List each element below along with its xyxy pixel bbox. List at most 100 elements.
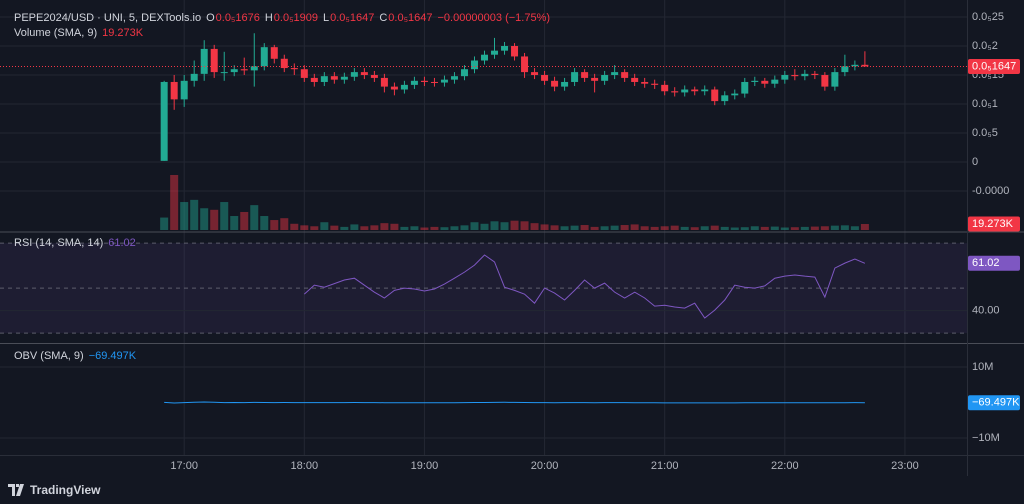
volume-bar — [630, 224, 639, 230]
volume-bar — [650, 226, 659, 230]
volume-bar — [710, 225, 719, 230]
candle-body — [320, 76, 328, 82]
ohlc-value: 0.0₅1647 — [330, 12, 375, 24]
volume-bar — [670, 225, 679, 230]
candle-body — [821, 75, 829, 87]
volume-tag-bg — [968, 216, 1020, 232]
volume-bar — [200, 208, 209, 230]
volume-bar — [580, 225, 589, 230]
volume-bar — [330, 225, 339, 230]
candle-body — [370, 75, 378, 78]
x-tick-label: 20:00 — [531, 460, 559, 472]
volume-value: 19.273K — [102, 27, 144, 39]
volume-bar — [280, 218, 289, 230]
obv-line — [164, 401, 865, 404]
volume-bar — [780, 227, 789, 230]
candle-body — [861, 64, 869, 67]
volume-bar — [820, 226, 829, 230]
candle-body — [801, 73, 809, 77]
y-tick-label: 40.00 — [972, 305, 1000, 317]
volume-bar — [600, 226, 609, 230]
candle-body — [721, 95, 729, 102]
volume-bar — [310, 226, 319, 230]
volume-bar — [830, 225, 839, 230]
volume-bar — [560, 226, 569, 230]
change-value: −0.00000003 (−1.75%) — [437, 12, 551, 24]
volume-bar — [510, 220, 519, 230]
candle-body — [581, 72, 589, 78]
volume-bar — [480, 223, 489, 230]
volume-bar — [410, 226, 419, 230]
volume-bar — [180, 202, 189, 230]
y-tick-label: −10M — [972, 432, 1000, 444]
volume-bar — [610, 225, 619, 230]
y-tick-label: 0.0₅1 — [972, 98, 998, 110]
volume-bar — [400, 226, 409, 230]
volume-bar — [250, 205, 259, 230]
candle-body — [360, 72, 368, 76]
candle-body — [240, 69, 248, 71]
candle-body — [470, 60, 478, 70]
volume-bar — [540, 224, 549, 230]
candle-body — [350, 72, 358, 77]
candle-body — [771, 79, 779, 84]
symbol-legend: PEPE2024/USD · UNI, 5, DEXTools.io O 0.0₅… — [14, 11, 550, 25]
volume-bar — [190, 199, 199, 230]
volume-bar — [340, 226, 349, 230]
candle-body — [481, 54, 489, 61]
volume-legend: Volume (SMA, 9) 19.273K — [14, 26, 143, 40]
y-tick-label: 10M — [972, 361, 993, 373]
volume-bar — [440, 227, 449, 230]
candle-body — [611, 72, 619, 76]
brand[interactable]: TradingView — [8, 483, 100, 497]
symbol-title[interactable]: PEPE2024/USD · UNI, 5, DEXTools.io — [14, 12, 202, 24]
candle-body — [501, 46, 509, 51]
candle-body — [491, 50, 499, 55]
candle-body — [711, 89, 719, 102]
candle-body — [691, 89, 699, 92]
obv-title[interactable]: OBV (SMA, 9) — [14, 350, 84, 362]
volume-title[interactable]: Volume (SMA, 9) — [14, 27, 98, 39]
volume-bar — [730, 227, 739, 230]
candle-body — [310, 77, 318, 82]
volume-bar — [810, 226, 819, 230]
volume-bar — [680, 226, 689, 230]
candle-body — [601, 75, 609, 81]
obv-tag-bg — [968, 395, 1020, 411]
candle-body — [330, 76, 338, 80]
candle-body — [170, 81, 178, 100]
candle-body — [761, 80, 769, 84]
last-price-tag: 0.0₅1647 — [972, 60, 1016, 72]
candle-body — [541, 75, 549, 81]
rsi-title[interactable]: RSI (14, SMA, 14) — [14, 237, 104, 249]
volume-bar — [320, 222, 329, 230]
y-tick-label: 0.0₅5 — [972, 127, 998, 139]
candle-body — [230, 69, 238, 73]
volume-bar — [290, 223, 299, 230]
rsi-tag-bg — [968, 255, 1020, 271]
volume-bar — [430, 226, 439, 230]
candle-body — [671, 91, 679, 93]
candle-body — [270, 47, 278, 59]
candle-body — [410, 80, 418, 85]
volume-bar — [210, 209, 219, 230]
volume-bar — [570, 225, 579, 230]
volume-bar — [220, 202, 229, 230]
candle-body — [200, 48, 208, 74]
volume-bar — [620, 225, 629, 230]
candle-body — [450, 76, 458, 80]
rsi-tag: 61.02 — [972, 257, 1000, 269]
volume-bar — [450, 226, 459, 230]
y-tick-label: -0.0000 — [972, 185, 1009, 197]
volume-bar — [700, 226, 709, 230]
candle-body — [430, 81, 438, 83]
candle-body — [160, 81, 168, 161]
candle-body — [831, 72, 839, 87]
candle-body — [641, 81, 649, 84]
candle-body — [210, 48, 218, 73]
candle-body — [701, 89, 709, 92]
obv-legend: OBV (SMA, 9) −69.497K — [14, 349, 136, 363]
x-tick-label: 19:00 — [411, 460, 439, 472]
candle-body — [571, 72, 579, 82]
